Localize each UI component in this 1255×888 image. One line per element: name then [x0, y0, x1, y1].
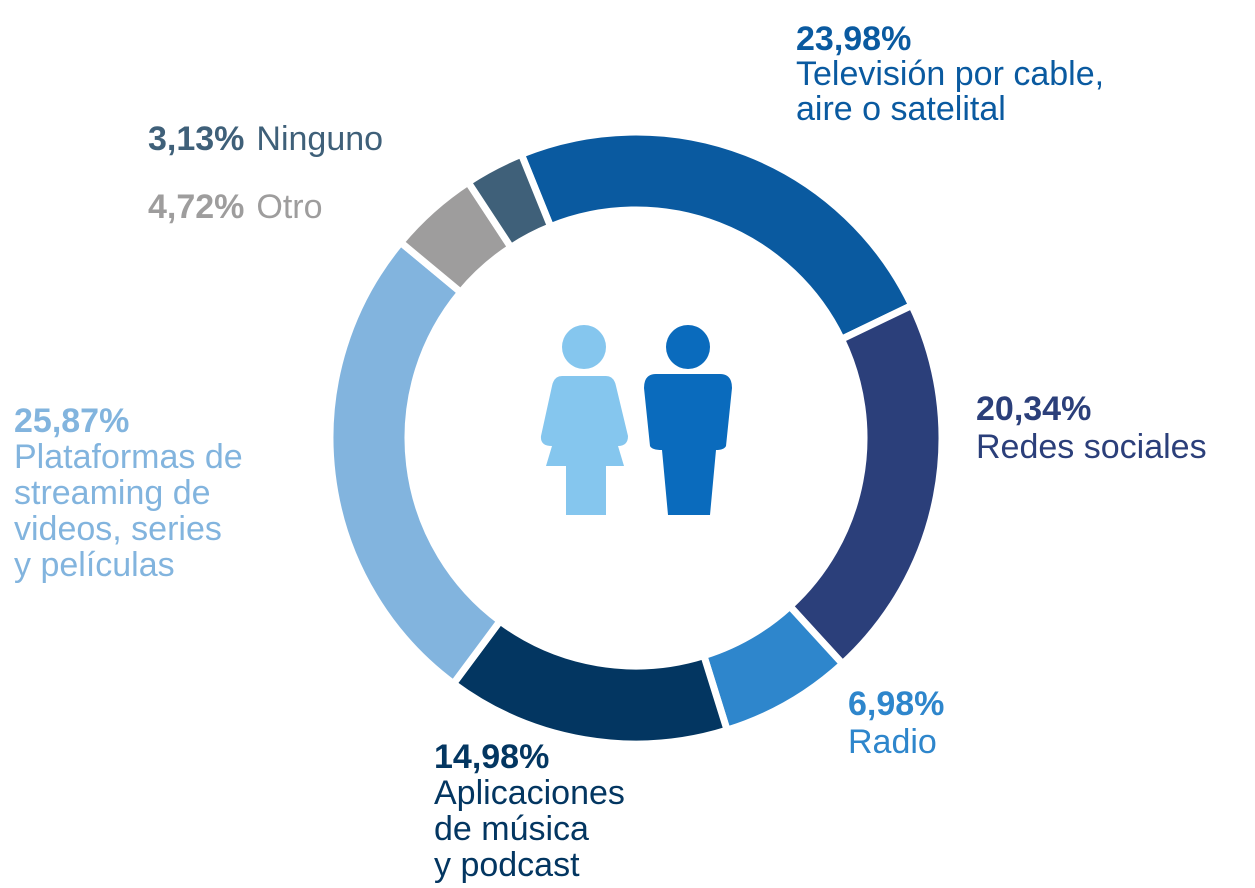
category-label: Televisión por cable, [796, 55, 1104, 93]
slice-label: 3,13% Ninguno [148, 120, 383, 158]
category-label: y películas [14, 546, 175, 584]
donut-segment [326, 237, 505, 689]
value-label: 25,87% [14, 402, 129, 440]
category-label: Aplicaciones [434, 774, 625, 812]
value-label: 6,98% [848, 685, 944, 723]
value-label: 3,13% [148, 120, 244, 158]
value-label: 23,98% [796, 20, 911, 58]
category-label: videos, series [14, 510, 222, 548]
donut-segment [784, 300, 946, 669]
category-label: Radio [848, 723, 937, 761]
category-label: Otro [256, 188, 322, 226]
category-label: Redes sociales [976, 428, 1207, 466]
donut-segment [516, 128, 917, 344]
slice-label: 6,98% Radio [848, 685, 944, 761]
category-label: streaming de [14, 474, 211, 512]
donut-segment [448, 616, 732, 748]
category-label: de música [434, 810, 589, 848]
value-label: 14,98% [434, 738, 549, 776]
slice-label: 14,98% Aplicaciones de música y podcast [434, 738, 625, 884]
value-label: 20,34% [976, 390, 1091, 428]
category-label: y podcast [434, 846, 580, 884]
donut-segment [463, 149, 556, 253]
value-label: 4,72% [148, 188, 244, 226]
category-label: Ninguno [256, 120, 383, 158]
category-label: aire o satelital [796, 90, 1006, 128]
slice-label: 4,72% Otro [148, 188, 323, 226]
slice-label: 23,98% Televisión por cable, aire o sateli… [796, 20, 1104, 128]
slice-label: 20,34% Redes sociales [976, 390, 1207, 466]
slice-label: 25,87% Plataformas de streaming de videos, … [14, 402, 243, 584]
people-icon [540, 325, 732, 515]
category-label: Plataformas de [14, 438, 243, 476]
